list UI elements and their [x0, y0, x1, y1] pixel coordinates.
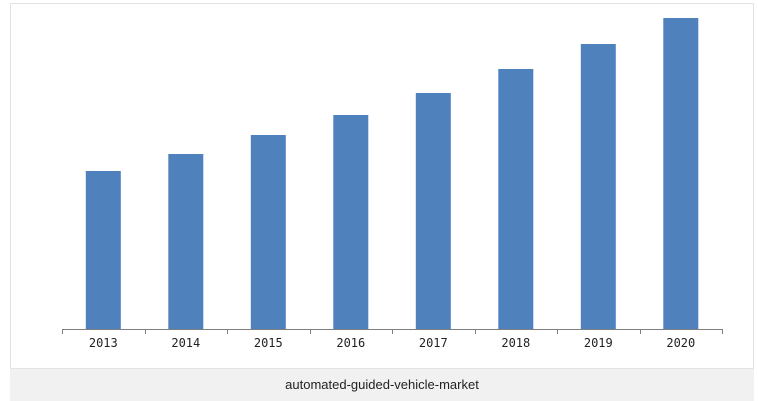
- bar-2016: [333, 115, 369, 329]
- bar-chart: 2013 2014 2015 2016 2017 2018 2019 2020: [62, 18, 723, 350]
- caption-bar: automated-guided-vehicle-market: [10, 369, 754, 401]
- x-axis-tick-labels: 2013 2014 2015 2016 2017 2018 2019 2020: [89, 336, 695, 350]
- bar-2019: [580, 44, 616, 329]
- x-tick-label-2015: 2015: [254, 336, 283, 350]
- x-tick-label-2017: 2017: [419, 336, 448, 350]
- bar-2014: [168, 154, 204, 329]
- bar-2013: [85, 171, 121, 329]
- bar-2020: [663, 18, 699, 329]
- bar-2015: [250, 135, 286, 329]
- bar-2018: [498, 69, 534, 329]
- bar-series: [85, 18, 699, 329]
- x-tick-label-2014: 2014: [171, 336, 200, 350]
- x-tick-label-2016: 2016: [336, 336, 365, 350]
- x-tick-label-2019: 2019: [584, 336, 613, 350]
- bar-2017: [415, 93, 451, 329]
- chart-caption: automated-guided-vehicle-market: [285, 377, 479, 392]
- x-axis-ticks: [62, 329, 723, 334]
- x-tick-label-2018: 2018: [501, 336, 530, 350]
- chart-frame: [10, 3, 754, 369]
- x-tick-label-2013: 2013: [89, 336, 118, 350]
- x-tick-label-2020: 2020: [666, 336, 695, 350]
